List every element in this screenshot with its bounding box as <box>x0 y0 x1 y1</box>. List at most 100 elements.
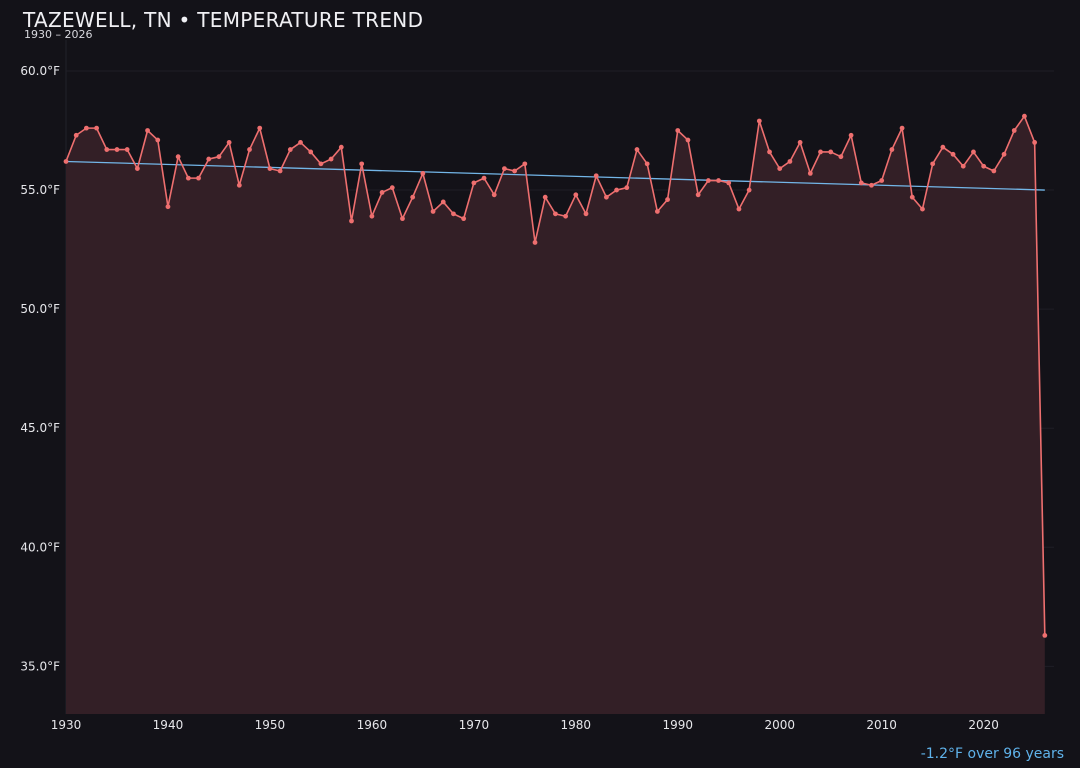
trend-line <box>65 160 1045 191</box>
x-tick-labels: 1930 1940 1950 1960 1970 1980 1990 2000 2010 2020 <box>51 718 999 732</box>
data-point <box>807 170 813 176</box>
data-point <box>287 147 293 152</box>
data-point <box>726 180 732 186</box>
data-point <box>83 125 89 131</box>
data-point <box>624 185 630 191</box>
data-point <box>705 178 711 183</box>
data-point <box>583 211 589 217</box>
data-point <box>440 199 446 205</box>
data-point <box>746 187 752 193</box>
y-tick-label: 45.0°F <box>20 421 60 435</box>
data-point <box>410 194 416 200</box>
data-point <box>787 159 793 164</box>
data-point <box>277 168 283 174</box>
data-point <box>318 161 324 167</box>
data-point <box>430 209 436 214</box>
x-tick-label: 1970 <box>459 718 490 732</box>
data-point <box>767 149 772 155</box>
y-tick-label: 35.0°F <box>20 659 60 673</box>
data-point <box>685 137 691 143</box>
data-point <box>644 161 650 167</box>
data-point <box>257 125 263 131</box>
data-point <box>899 125 905 131</box>
data-point <box>971 149 976 155</box>
data-point <box>114 147 120 152</box>
data-point <box>634 147 640 152</box>
y-tick-label: 40.0°F <box>20 540 60 554</box>
data-point <box>818 149 823 155</box>
data-point <box>522 161 528 167</box>
data-point <box>797 140 803 145</box>
data-point <box>134 166 140 172</box>
data-point <box>145 128 150 133</box>
data-point <box>104 147 110 152</box>
data-point <box>1011 128 1017 133</box>
data-point <box>349 218 354 224</box>
data-point <box>379 190 385 195</box>
data-point <box>889 147 895 152</box>
data-point <box>603 194 609 200</box>
data-point <box>461 216 467 222</box>
chart-subtitle: 1930 – 2026 <box>24 28 93 41</box>
data-point <box>94 125 99 131</box>
data-point <box>736 206 742 212</box>
x-tick-label: 1930 <box>51 718 82 732</box>
data-point <box>267 166 273 172</box>
x-tick-label: 1940 <box>153 718 184 732</box>
x-tick-label: 1960 <box>357 718 388 732</box>
data-point <box>226 140 232 145</box>
data-point <box>665 197 670 202</box>
data-point <box>838 154 844 160</box>
data-point <box>369 213 375 219</box>
data-point <box>175 154 181 160</box>
data-point <box>950 151 956 157</box>
data-point <box>777 166 783 172</box>
data-point <box>389 185 395 191</box>
data-point <box>593 173 599 179</box>
x-tick-label: 1980 <box>561 718 592 732</box>
data-point <box>532 240 538 245</box>
y-tick-label: 50.0°F <box>20 302 60 316</box>
data-point <box>338 144 344 150</box>
data-point <box>196 175 201 181</box>
data-point <box>328 156 334 162</box>
chart-title: TAZEWELL, TN • TEMPERATURE TREND <box>23 8 424 32</box>
y-tick-label: 55.0°F <box>20 183 60 197</box>
data-point <box>542 194 548 200</box>
data-point <box>828 149 834 155</box>
data-point <box>1022 113 1027 119</box>
data-point <box>502 166 507 172</box>
data-point <box>73 132 79 138</box>
data-point <box>512 168 518 174</box>
data-point <box>716 178 721 183</box>
data-point <box>553 211 558 217</box>
data-point <box>654 209 660 214</box>
data-point <box>400 216 405 222</box>
data-point <box>981 163 987 169</box>
y-tick-label: 60.0°F <box>20 64 60 78</box>
data-point <box>920 206 925 212</box>
data-point <box>909 194 915 200</box>
data-point <box>858 180 864 186</box>
data-point <box>236 182 242 188</box>
data-point <box>481 175 487 181</box>
data-point <box>848 132 854 138</box>
data-point <box>206 156 212 162</box>
data-point <box>960 163 966 169</box>
data-point <box>124 147 130 152</box>
x-tick-label: 2000 <box>764 718 795 732</box>
data-point <box>298 140 303 145</box>
data-point <box>756 118 762 124</box>
x-tick-label: 1950 <box>255 718 286 732</box>
data-point <box>165 204 171 210</box>
data-point <box>1042 633 1048 638</box>
data-point <box>869 182 874 188</box>
data-point <box>573 192 579 198</box>
data-point <box>359 161 365 167</box>
trend-summary: -1.2°F over 96 years <box>920 746 1064 762</box>
data-point <box>63 159 69 164</box>
data-point <box>940 144 946 150</box>
temperature-area-fill <box>66 116 1045 714</box>
data-point <box>563 213 569 219</box>
